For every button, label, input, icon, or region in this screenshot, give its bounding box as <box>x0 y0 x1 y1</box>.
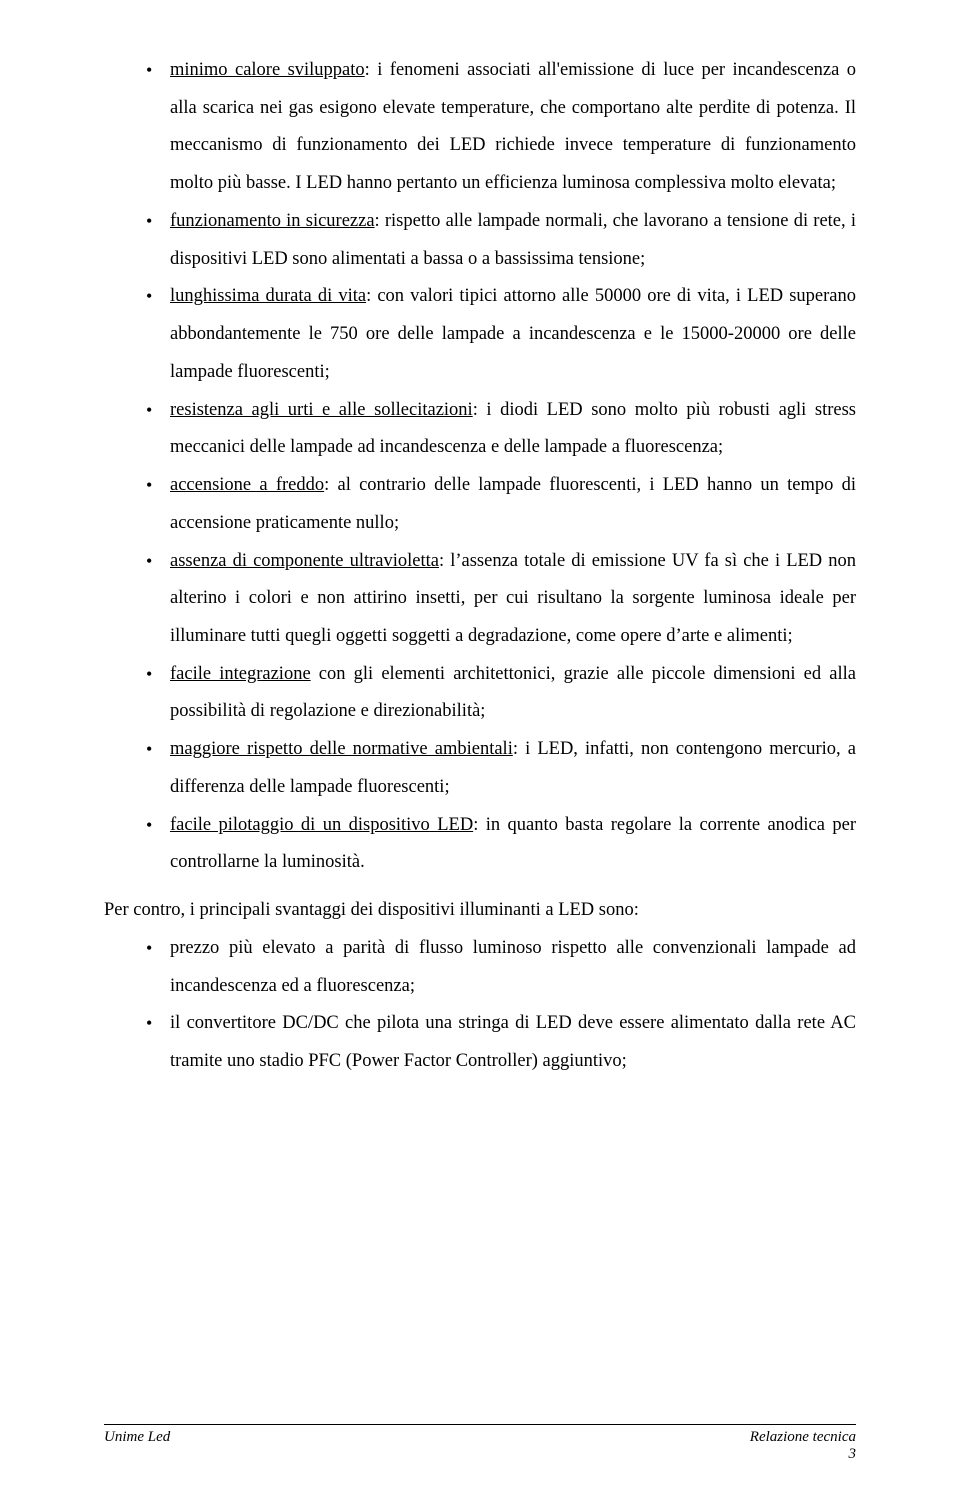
footer-doc-title: Relazione tecnica <box>750 1429 856 1446</box>
page-footer: Unime Led Relazione tecnica 3 <box>104 1424 856 1463</box>
list-item-text: il convertitore DC/DC che pilota una str… <box>170 1013 856 1071</box>
list-item: maggiore rispetto delle normative ambien… <box>150 731 856 806</box>
footer-page-number: 3 <box>750 1446 856 1463</box>
list-item-lead: funzionamento in sicurezza <box>170 211 375 231</box>
list-item-lead: maggiore rispetto delle normative ambien… <box>170 739 513 759</box>
disadvantages-list: prezzo più elevato a parità di flusso lu… <box>104 930 856 1081</box>
list-item: accensione a freddo: al contrario delle … <box>150 467 856 542</box>
list-item: lunghissima durata di vita: con valori t… <box>150 278 856 391</box>
list-item-lead: facile integrazione <box>170 664 311 684</box>
list-item: facile integrazione con gli elementi arc… <box>150 656 856 731</box>
list-item-lead: facile pilotaggio di un dispositivo LED <box>170 815 473 835</box>
document-page: minimo calore sviluppato: i fenomeni ass… <box>0 0 960 1493</box>
list-item-text: prezzo più elevato a parità di flusso lu… <box>170 938 856 996</box>
list-item: facile pilotaggio di un dispositivo LED:… <box>150 807 856 882</box>
list-item-lead: resistenza agli urti e alle sollecitazio… <box>170 400 473 420</box>
footer-right: Relazione tecnica 3 <box>750 1429 856 1463</box>
list-item: minimo calore sviluppato: i fenomeni ass… <box>150 52 856 203</box>
list-item: resistenza agli urti e alle sollecitazio… <box>150 392 856 467</box>
list-item-lead: assenza di componente ultravioletta <box>170 551 439 571</box>
list-item: assenza di componente ultravioletta: l’a… <box>150 543 856 656</box>
list-item: funzionamento in sicurezza: rispetto all… <box>150 203 856 278</box>
list-item: il convertitore DC/DC che pilota una str… <box>150 1005 856 1080</box>
disadvantages-intro: Per contro, i principali svantaggi dei d… <box>104 892 856 930</box>
list-item-lead: accensione a freddo <box>170 475 324 495</box>
advantages-list: minimo calore sviluppato: i fenomeni ass… <box>104 52 856 882</box>
list-item: prezzo più elevato a parità di flusso lu… <box>150 930 856 1005</box>
list-item-lead: lunghissima durata di vita <box>170 286 366 306</box>
list-item-lead: minimo calore sviluppato <box>170 60 365 80</box>
footer-left: Unime Led <box>104 1429 170 1463</box>
